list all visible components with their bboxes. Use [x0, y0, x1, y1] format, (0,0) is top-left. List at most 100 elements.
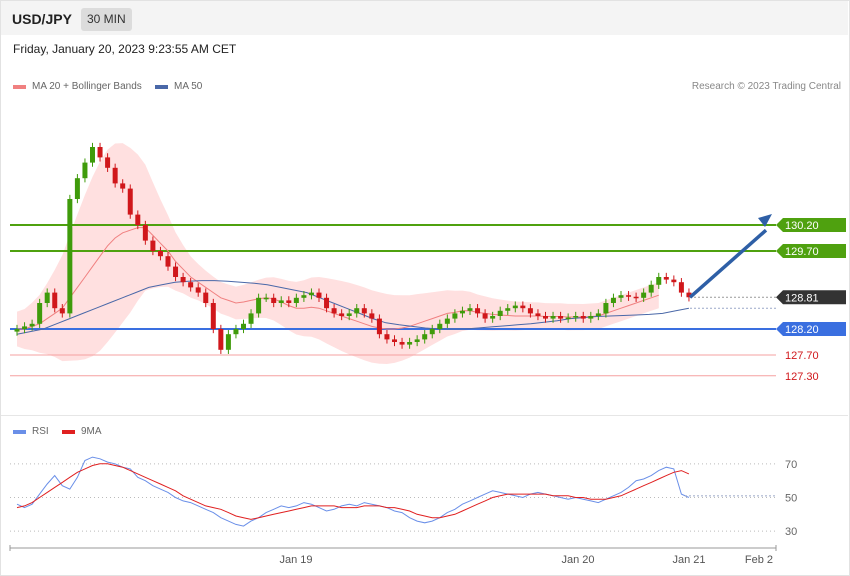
- timeframe-badge[interactable]: 30 MIN: [81, 8, 132, 31]
- candle-body: [256, 297, 262, 314]
- candle-body: [648, 284, 654, 293]
- candle-body: [384, 334, 390, 340]
- candle-body: [142, 225, 148, 241]
- level-label-128-20: 128.20: [785, 324, 819, 336]
- x-tick-label: Jan 19: [279, 554, 312, 566]
- candle-body: [271, 297, 277, 303]
- x-tick-label: Jan 20: [561, 554, 594, 566]
- candle-body: [527, 308, 533, 314]
- legend-ma50-label: MA 50: [174, 81, 203, 92]
- candle-body: [308, 292, 314, 296]
- candle-body: [37, 303, 43, 324]
- candle-body: [369, 313, 375, 319]
- candle-body: [535, 313, 541, 316]
- candle-body: [361, 308, 367, 314]
- candle-body: [595, 313, 601, 316]
- candle-body: [543, 316, 548, 319]
- level-tag-129-70: [776, 244, 846, 258]
- candle-body: [120, 183, 126, 189]
- header-bar: USD/JPY 30 MIN: [1, 1, 848, 35]
- timestamp: Friday, January 20, 2023 9:23:55 AM CET: [13, 42, 237, 56]
- candle-body: [22, 326, 28, 329]
- candle-body: [376, 318, 382, 335]
- candle-body: [505, 308, 511, 311]
- level-tag-128-20: [776, 322, 846, 336]
- legend-ma20: MA 20 + Bollinger Bands: [13, 81, 142, 92]
- candle-body: [44, 292, 50, 303]
- rsi-swatch-icon: [13, 429, 26, 434]
- candle-body: [331, 308, 337, 314]
- level-label-130-20: 130.20: [785, 220, 819, 232]
- candle-body: [278, 300, 284, 303]
- ma20-swatch-icon: [13, 84, 26, 89]
- candle-body: [558, 316, 564, 319]
- forecast-arrow-head-icon: [758, 214, 772, 227]
- candle-body: [248, 313, 254, 324]
- candle-body: [686, 292, 692, 298]
- ma9-swatch-icon: [62, 429, 75, 434]
- candle-body: [399, 342, 405, 345]
- candle-body: [173, 266, 179, 277]
- candle-body: [210, 303, 216, 329]
- candle-body: [656, 277, 662, 285]
- candle-body: [97, 147, 103, 158]
- candle-body: [286, 300, 292, 303]
- candle-body: [135, 214, 141, 225]
- candle-body: [475, 308, 481, 314]
- candle-body: [180, 277, 186, 283]
- candle-body: [233, 329, 239, 335]
- rsi-ma9-line: [16, 463, 690, 520]
- level-tag-128-81: [776, 290, 846, 305]
- candle-body: [407, 342, 413, 345]
- legend-ma50: MA 50: [155, 81, 202, 92]
- ma50-line: [16, 280, 689, 335]
- level-label-127-30: 127.30: [785, 371, 819, 383]
- level-tag-130-20: [776, 218, 846, 232]
- pair-title: USD/JPY: [12, 11, 72, 27]
- candle-body: [580, 316, 586, 319]
- candle-body: [316, 292, 322, 298]
- candle-body: [339, 313, 345, 316]
- legend-ma20-label: MA 20 + Bollinger Bands: [32, 81, 142, 92]
- candle-body: [626, 295, 632, 297]
- candle-body: [203, 292, 209, 303]
- candle-body: [90, 147, 95, 163]
- candle-body: [127, 188, 133, 215]
- candle-body: [392, 339, 397, 342]
- candle-body: [157, 251, 163, 257]
- candle-body: [82, 162, 88, 179]
- level-label-128-81: 128.81: [785, 292, 819, 304]
- candle-body: [354, 308, 360, 314]
- candle-body: [497, 310, 503, 316]
- candle-body: [324, 297, 330, 309]
- rsi-line: [16, 456, 690, 527]
- candle-body: [195, 287, 201, 293]
- candle-body: [603, 303, 609, 314]
- candle-body: [520, 305, 526, 309]
- candle-body: [467, 308, 473, 311]
- candle-body: [14, 329, 20, 332]
- candle-body: [112, 167, 118, 184]
- rsi-tick-70: 70: [785, 459, 797, 471]
- candle-body: [641, 292, 647, 298]
- x-tick-label: Jan 21: [672, 554, 705, 566]
- candle-body: [437, 323, 443, 329]
- candle-body: [301, 295, 307, 298]
- candle-body: [293, 297, 299, 303]
- candle-body: [678, 282, 684, 293]
- candle-body: [263, 297, 269, 300]
- candle-body: [482, 313, 488, 319]
- legend-rsi: RSI: [13, 426, 49, 437]
- candle-body: [671, 279, 677, 283]
- candle-body: [429, 329, 435, 335]
- candle-body: [29, 323, 35, 327]
- panel-divider: [1, 415, 848, 416]
- level-label-127-70: 127.70: [785, 350, 819, 362]
- candle-body: [452, 313, 458, 319]
- legend-9ma-label: 9MA: [81, 426, 102, 437]
- credit-text: Research © 2023 Trading Central: [691, 81, 841, 92]
- candle-body: [663, 277, 669, 280]
- candle-body: [459, 310, 465, 314]
- ma50-swatch-icon: [155, 84, 168, 89]
